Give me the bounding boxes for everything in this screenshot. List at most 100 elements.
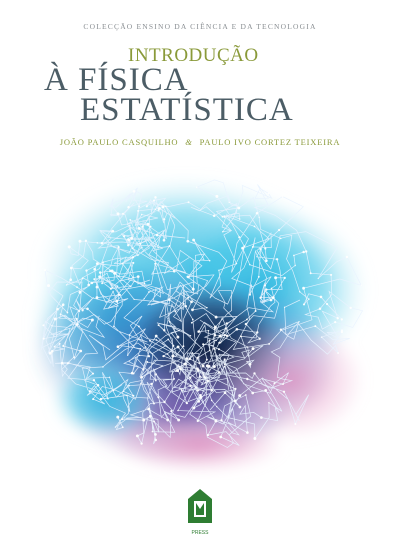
walk-node — [258, 216, 260, 218]
walk-node — [202, 372, 204, 374]
walk-node — [228, 201, 230, 204]
walk-node — [238, 218, 241, 220]
walk-node — [133, 298, 135, 301]
walk-node — [115, 299, 119, 303]
walk-node — [235, 262, 238, 265]
walk-node — [62, 344, 65, 348]
walk-node — [220, 419, 223, 422]
walk-node — [61, 303, 65, 306]
walk-node — [309, 272, 312, 275]
walk-node — [191, 308, 194, 312]
walk-node — [268, 402, 270, 404]
walk-node — [140, 382, 142, 385]
walk-node — [69, 266, 73, 270]
walk-node — [187, 275, 190, 279]
walk-node — [76, 286, 78, 288]
walk-node — [168, 244, 171, 247]
walk-node — [246, 346, 249, 348]
walk-node — [53, 317, 57, 321]
walk-node — [141, 246, 143, 249]
walk-node — [257, 275, 260, 278]
walk-node — [142, 368, 145, 371]
walk-node — [162, 238, 166, 242]
walk-node — [206, 306, 208, 309]
walk-node — [147, 407, 151, 411]
walk-node — [78, 290, 82, 294]
walk-node — [87, 283, 91, 287]
walk-node — [191, 352, 194, 354]
walk-node — [248, 362, 252, 366]
walk-node — [258, 337, 261, 340]
walk-node — [143, 282, 146, 285]
walk-node — [98, 275, 101, 279]
walk-node — [137, 325, 140, 328]
walk-node — [122, 235, 126, 238]
walk-node — [91, 372, 95, 375]
walk-node — [130, 236, 134, 240]
walk-node — [140, 375, 144, 379]
walk-node — [135, 434, 139, 438]
walk-node — [253, 372, 256, 375]
walk-node — [157, 324, 160, 327]
walk-node — [271, 296, 275, 300]
walk-node — [282, 383, 284, 386]
press-logo-icon: PRESS — [188, 489, 212, 536]
walk-path — [89, 202, 289, 448]
walk-node — [114, 426, 117, 428]
walk-node — [337, 352, 340, 354]
walk-node — [50, 350, 54, 353]
walk-node — [223, 334, 226, 337]
walk-node — [240, 335, 242, 338]
walk-node — [176, 369, 180, 373]
walk-node — [302, 303, 306, 306]
walk-node — [101, 282, 104, 285]
walk-node — [139, 347, 142, 350]
walk-node — [249, 264, 251, 266]
walk-node — [326, 303, 329, 306]
walk-node — [294, 264, 296, 267]
walk-node — [349, 306, 352, 310]
walk-node — [360, 284, 362, 286]
walk-node — [90, 281, 94, 285]
walk-node — [86, 307, 89, 311]
walk-node — [219, 435, 223, 439]
walk-node — [205, 358, 208, 361]
walk-node — [201, 364, 205, 368]
walk-node — [182, 345, 185, 348]
walk-node — [132, 261, 135, 264]
title-line-2: À FÍSICA — [44, 62, 189, 98]
walk-node — [196, 389, 200, 392]
walk-node — [96, 241, 99, 244]
walk-node — [189, 334, 192, 337]
walk-node — [238, 405, 242, 409]
walk-node — [130, 285, 132, 288]
walk-node — [56, 307, 59, 311]
walk-node — [221, 215, 224, 218]
walk-node — [151, 430, 154, 433]
walk-node — [237, 206, 241, 210]
walk-node — [197, 400, 201, 403]
walk-node — [92, 398, 95, 401]
walk-node — [238, 236, 241, 239]
walk-node — [157, 396, 160, 399]
walk-node — [126, 354, 129, 356]
walk-node — [138, 205, 141, 208]
walk-node — [98, 271, 102, 274]
walk-node — [224, 327, 227, 330]
random-walk-network-icon — [30, 175, 370, 473]
walk-node — [279, 328, 283, 331]
walk-node — [112, 290, 114, 293]
walk-node — [73, 356, 75, 358]
walk-node — [145, 205, 148, 208]
walk-node — [59, 313, 62, 316]
walk-node — [319, 295, 323, 299]
walk-node — [265, 288, 268, 291]
walk-node — [129, 224, 131, 226]
walk-node — [51, 325, 53, 327]
walk-node — [191, 287, 195, 291]
walk-node — [238, 394, 242, 398]
walk-node — [265, 259, 268, 262]
walk-node — [223, 365, 226, 368]
walk-node — [121, 426, 124, 429]
walk-node — [207, 329, 210, 332]
